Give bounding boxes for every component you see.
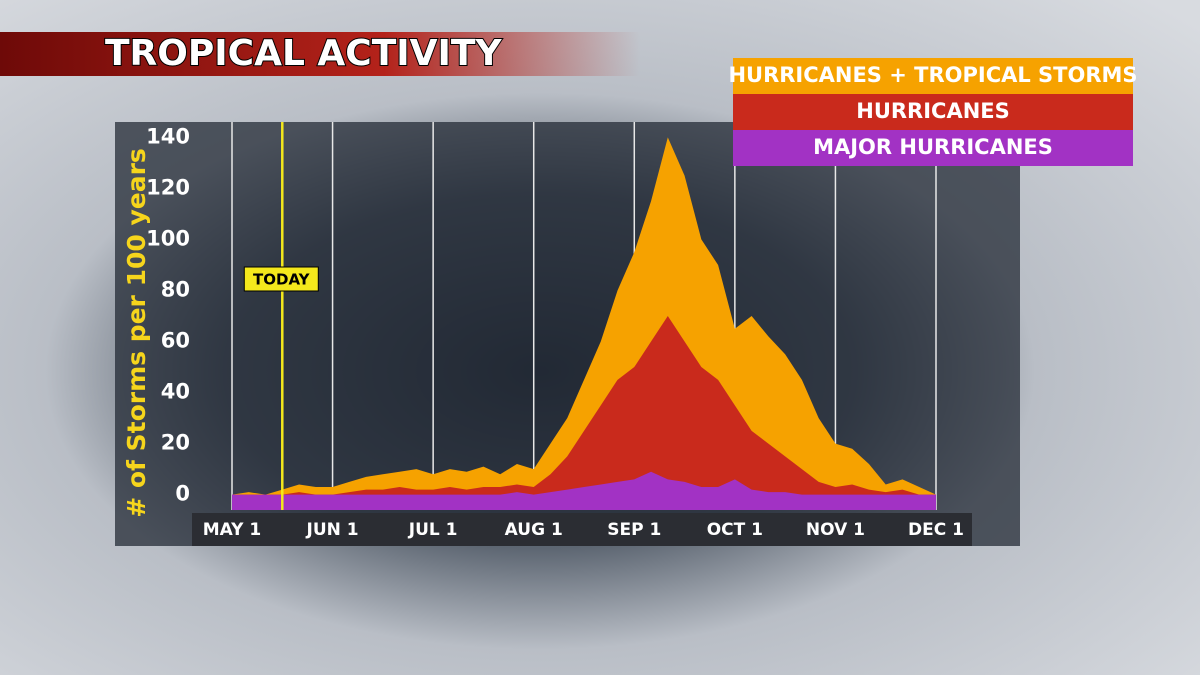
- today-box: [243, 266, 319, 292]
- y-tick-label: 100: [146, 226, 190, 250]
- y-tick-label: 120: [146, 175, 190, 199]
- x-tick-label: JUN 1: [306, 520, 359, 540]
- x-tick-label: MAY 1: [203, 520, 262, 540]
- x-tick-label: AUG 1: [505, 520, 563, 540]
- title-banner: [0, 32, 640, 76]
- area: [232, 471, 936, 510]
- area: [232, 137, 936, 510]
- legend-label: HURRICANES + TROPICAL STORMS: [728, 63, 1137, 87]
- y-tick-label: 140: [146, 124, 190, 148]
- legend-label: MAJOR HURRICANES: [813, 135, 1053, 159]
- legend-swatch: [733, 94, 1133, 130]
- legend-label: HURRICANES: [856, 99, 1010, 123]
- y-tick-label: 40: [161, 380, 190, 404]
- legend: HURRICANES + TROPICAL STORMS HURRICANES MA…: [728, 58, 1138, 166]
- x-axis-strip: [192, 513, 972, 546]
- chart-title: TROPICAL ACTIVITY: [105, 33, 502, 74]
- plot: MAY 1 JUN 1 JUL 1 AUG 1 SEP 1 OCT 1 NOV 1 DEC 1…: [146, 122, 964, 540]
- x-tick-label: NOV 1: [806, 520, 865, 540]
- x-tick-label: OCT 1: [707, 520, 763, 540]
- y-tick-label: 80: [161, 277, 190, 301]
- y-tick-label: 0: [175, 482, 190, 506]
- y-tick-label: 20: [161, 431, 190, 455]
- y-tick-label: 60: [161, 329, 190, 353]
- legend-swatch: [733, 58, 1133, 94]
- legend-swatch: [733, 130, 1133, 166]
- y-axis-label: # of Storms per 100 years: [122, 148, 151, 518]
- today-label: TODAY: [253, 271, 311, 289]
- x-tick-label: DEC 1: [908, 520, 964, 540]
- area: [232, 316, 936, 510]
- x-tick-label: JUL 1: [408, 520, 458, 540]
- x-tick-label: SEP 1: [607, 520, 661, 540]
